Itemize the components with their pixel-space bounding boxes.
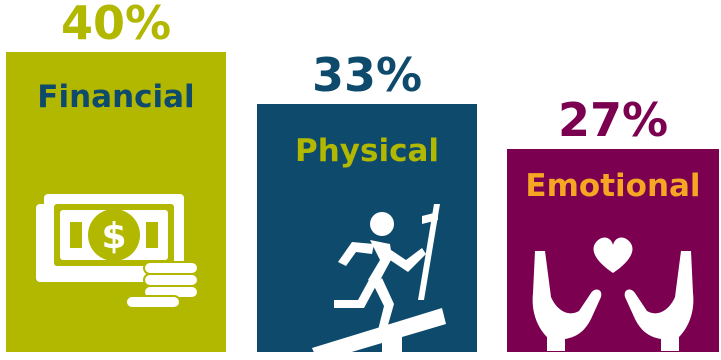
value-label-financial: 40% <box>60 0 172 50</box>
bar-group-financial: 40% Financial $ <box>6 0 226 352</box>
treadmill-runner-icon <box>312 204 446 360</box>
value-label-emotional: 27% <box>557 93 669 147</box>
bar-chart: 40% Financial $ 33% <box>6 0 719 360</box>
value-label-physical: 33% <box>311 48 423 102</box>
bar-emotional: Emotional <box>507 149 719 352</box>
category-label-physical: Physical <box>295 133 439 169</box>
category-label-emotional: Emotional <box>525 168 701 204</box>
category-label-financial: Financial <box>37 79 195 115</box>
bar-group-physical: 33% Physical <box>257 48 477 360</box>
svg-text:$: $ <box>101 216 126 257</box>
bar-physical: Physical <box>257 104 477 360</box>
bar-group-emotional: 27% Emotional <box>507 97 719 352</box>
money-icon: $ <box>36 194 199 309</box>
hands-heart-icon <box>532 237 694 351</box>
bar-financial: Financial $ <box>6 52 226 352</box>
